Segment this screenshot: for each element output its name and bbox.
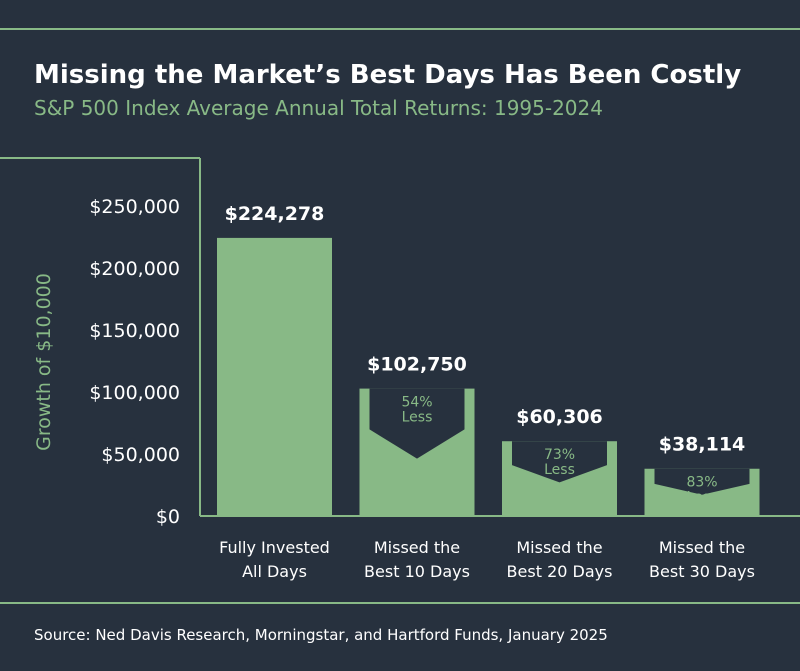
bar-1 xyxy=(217,237,332,517)
bottom-divider xyxy=(0,602,800,604)
y-tick-label: $250,000 xyxy=(89,196,180,218)
value-label: $224,278 xyxy=(225,203,325,225)
category-label: Best 20 Days xyxy=(507,562,613,581)
top-divider xyxy=(0,28,800,30)
category-label: All Days xyxy=(242,562,307,581)
reduction-label: 83% xyxy=(686,475,717,491)
category-label: Fully Invested xyxy=(219,538,330,557)
y-tick-label: $100,000 xyxy=(89,382,180,404)
value-label: $102,750 xyxy=(367,354,467,376)
bar-chart: $250,000 $200,000 $150,000 $100,000 $50,000 $… xyxy=(0,157,800,581)
reduction-label: Less xyxy=(687,490,718,506)
value-label: $60,306 xyxy=(516,406,603,428)
reduction-notch xyxy=(512,441,607,483)
value-label: $38,114 xyxy=(659,434,746,456)
y-tick-label: $150,000 xyxy=(89,320,180,342)
bars xyxy=(217,237,760,517)
y-tick-label: $0 xyxy=(156,506,180,528)
reduction-label: 73% xyxy=(544,447,575,463)
category-label: Best 10 Days xyxy=(364,562,470,581)
category-label: Missed the xyxy=(516,538,602,557)
reduction-label: Less xyxy=(544,462,575,478)
category-label: Missed the xyxy=(659,538,745,557)
category-label: Missed the xyxy=(374,538,460,557)
category-label: Best 30 Days xyxy=(649,562,755,581)
source-note: Source: Ned Davis Research, Morningstar,… xyxy=(34,626,608,644)
reduction-notch xyxy=(369,388,465,459)
chart-title: Missing the Market’s Best Days Has Been … xyxy=(34,60,742,90)
reduction-notch xyxy=(654,468,750,495)
y-tick-label: $200,000 xyxy=(89,258,180,280)
chart-subtitle: S&P 500 Index Average Annual Total Retur… xyxy=(34,96,603,120)
y-axis-label: Growth of $10,000 xyxy=(33,273,55,451)
labels: $224,278 Fully Invested All Days $102,750 Mi… xyxy=(219,203,755,581)
reduction-label: Less xyxy=(402,410,433,426)
y-tick-label: $50,000 xyxy=(101,444,180,466)
axes: $250,000 $200,000 $150,000 $100,000 $50,000 $… xyxy=(0,157,800,528)
reduction-label: 54% xyxy=(401,395,432,411)
